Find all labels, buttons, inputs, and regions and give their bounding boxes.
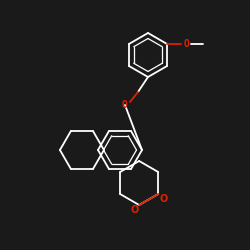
Text: O: O <box>130 205 138 215</box>
Text: O: O <box>184 39 190 49</box>
Text: O: O <box>159 194 167 204</box>
Text: O: O <box>122 100 128 110</box>
